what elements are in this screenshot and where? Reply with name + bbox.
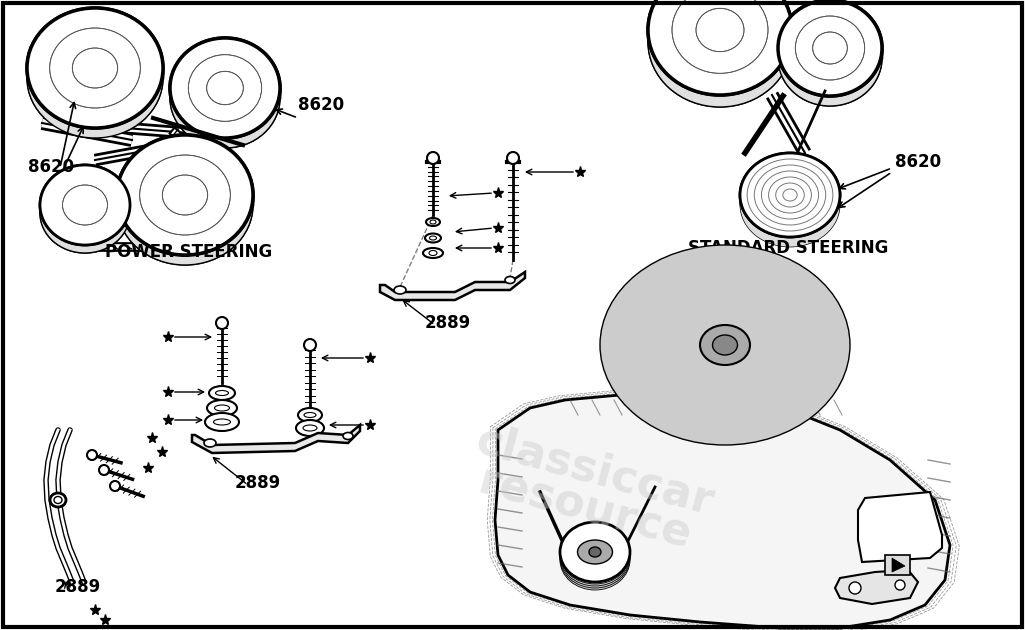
Ellipse shape xyxy=(700,325,750,365)
Ellipse shape xyxy=(394,286,406,294)
Ellipse shape xyxy=(117,135,253,255)
Ellipse shape xyxy=(170,48,280,148)
Ellipse shape xyxy=(560,524,630,584)
Circle shape xyxy=(216,317,228,329)
Ellipse shape xyxy=(560,526,630,586)
Ellipse shape xyxy=(589,547,601,557)
Ellipse shape xyxy=(423,248,443,258)
Polygon shape xyxy=(858,492,942,562)
Polygon shape xyxy=(495,393,950,628)
Text: 8620: 8620 xyxy=(298,96,344,114)
Circle shape xyxy=(895,580,905,590)
Ellipse shape xyxy=(711,334,739,356)
Ellipse shape xyxy=(170,48,280,148)
Ellipse shape xyxy=(740,155,840,239)
Ellipse shape xyxy=(170,38,280,138)
Ellipse shape xyxy=(170,38,280,138)
Polygon shape xyxy=(885,555,910,575)
Polygon shape xyxy=(380,272,525,300)
Ellipse shape xyxy=(50,493,66,507)
Ellipse shape xyxy=(740,157,840,241)
Ellipse shape xyxy=(648,0,792,95)
Ellipse shape xyxy=(205,413,239,431)
Ellipse shape xyxy=(27,18,163,138)
Ellipse shape xyxy=(560,522,630,582)
Ellipse shape xyxy=(117,135,253,255)
Polygon shape xyxy=(192,425,360,453)
Ellipse shape xyxy=(343,433,353,440)
Ellipse shape xyxy=(425,234,441,243)
Text: 2889: 2889 xyxy=(235,474,281,492)
Ellipse shape xyxy=(27,8,163,128)
Ellipse shape xyxy=(627,267,822,423)
Ellipse shape xyxy=(560,522,630,582)
Circle shape xyxy=(304,339,316,351)
Ellipse shape xyxy=(656,289,794,401)
Ellipse shape xyxy=(426,218,440,226)
Circle shape xyxy=(110,481,120,491)
Text: 2889: 2889 xyxy=(55,578,101,596)
Ellipse shape xyxy=(577,540,613,564)
Ellipse shape xyxy=(560,530,630,590)
Circle shape xyxy=(87,450,97,460)
Ellipse shape xyxy=(40,165,130,245)
Ellipse shape xyxy=(778,10,882,106)
Ellipse shape xyxy=(117,145,253,265)
Text: classiccar
resource: classiccar resource xyxy=(461,418,719,561)
Ellipse shape xyxy=(40,165,130,245)
Ellipse shape xyxy=(740,159,840,243)
Ellipse shape xyxy=(684,312,767,379)
Ellipse shape xyxy=(648,0,792,107)
Text: 2889: 2889 xyxy=(425,314,472,332)
Ellipse shape xyxy=(505,277,515,284)
Ellipse shape xyxy=(642,278,809,411)
Circle shape xyxy=(507,152,519,164)
Polygon shape xyxy=(892,558,905,572)
Ellipse shape xyxy=(778,10,882,106)
Ellipse shape xyxy=(740,153,840,237)
Ellipse shape xyxy=(27,18,163,138)
Ellipse shape xyxy=(40,173,130,253)
Text: 8620: 8620 xyxy=(895,153,941,171)
Ellipse shape xyxy=(40,173,130,253)
Text: POWER STEERING: POWER STEERING xyxy=(105,243,273,261)
Text: STANDARD STEERING: STANDARD STEERING xyxy=(688,239,889,257)
Ellipse shape xyxy=(648,0,792,95)
Ellipse shape xyxy=(209,386,235,400)
Ellipse shape xyxy=(669,301,781,389)
Ellipse shape xyxy=(298,408,322,422)
Ellipse shape xyxy=(697,323,752,367)
Ellipse shape xyxy=(614,256,836,434)
Circle shape xyxy=(427,152,439,164)
Text: 8620: 8620 xyxy=(28,158,74,176)
Ellipse shape xyxy=(648,0,792,107)
Ellipse shape xyxy=(740,153,840,237)
Ellipse shape xyxy=(207,400,237,416)
Ellipse shape xyxy=(712,335,738,355)
Ellipse shape xyxy=(27,8,163,128)
Ellipse shape xyxy=(778,0,882,96)
Ellipse shape xyxy=(740,153,840,237)
Circle shape xyxy=(99,465,109,475)
Ellipse shape xyxy=(600,245,850,445)
Polygon shape xyxy=(835,570,918,604)
Ellipse shape xyxy=(740,163,840,247)
Ellipse shape xyxy=(204,439,216,447)
Ellipse shape xyxy=(778,0,882,96)
Ellipse shape xyxy=(117,145,253,265)
Ellipse shape xyxy=(740,161,840,245)
Ellipse shape xyxy=(560,528,630,588)
Ellipse shape xyxy=(296,420,324,436)
Circle shape xyxy=(849,582,861,594)
